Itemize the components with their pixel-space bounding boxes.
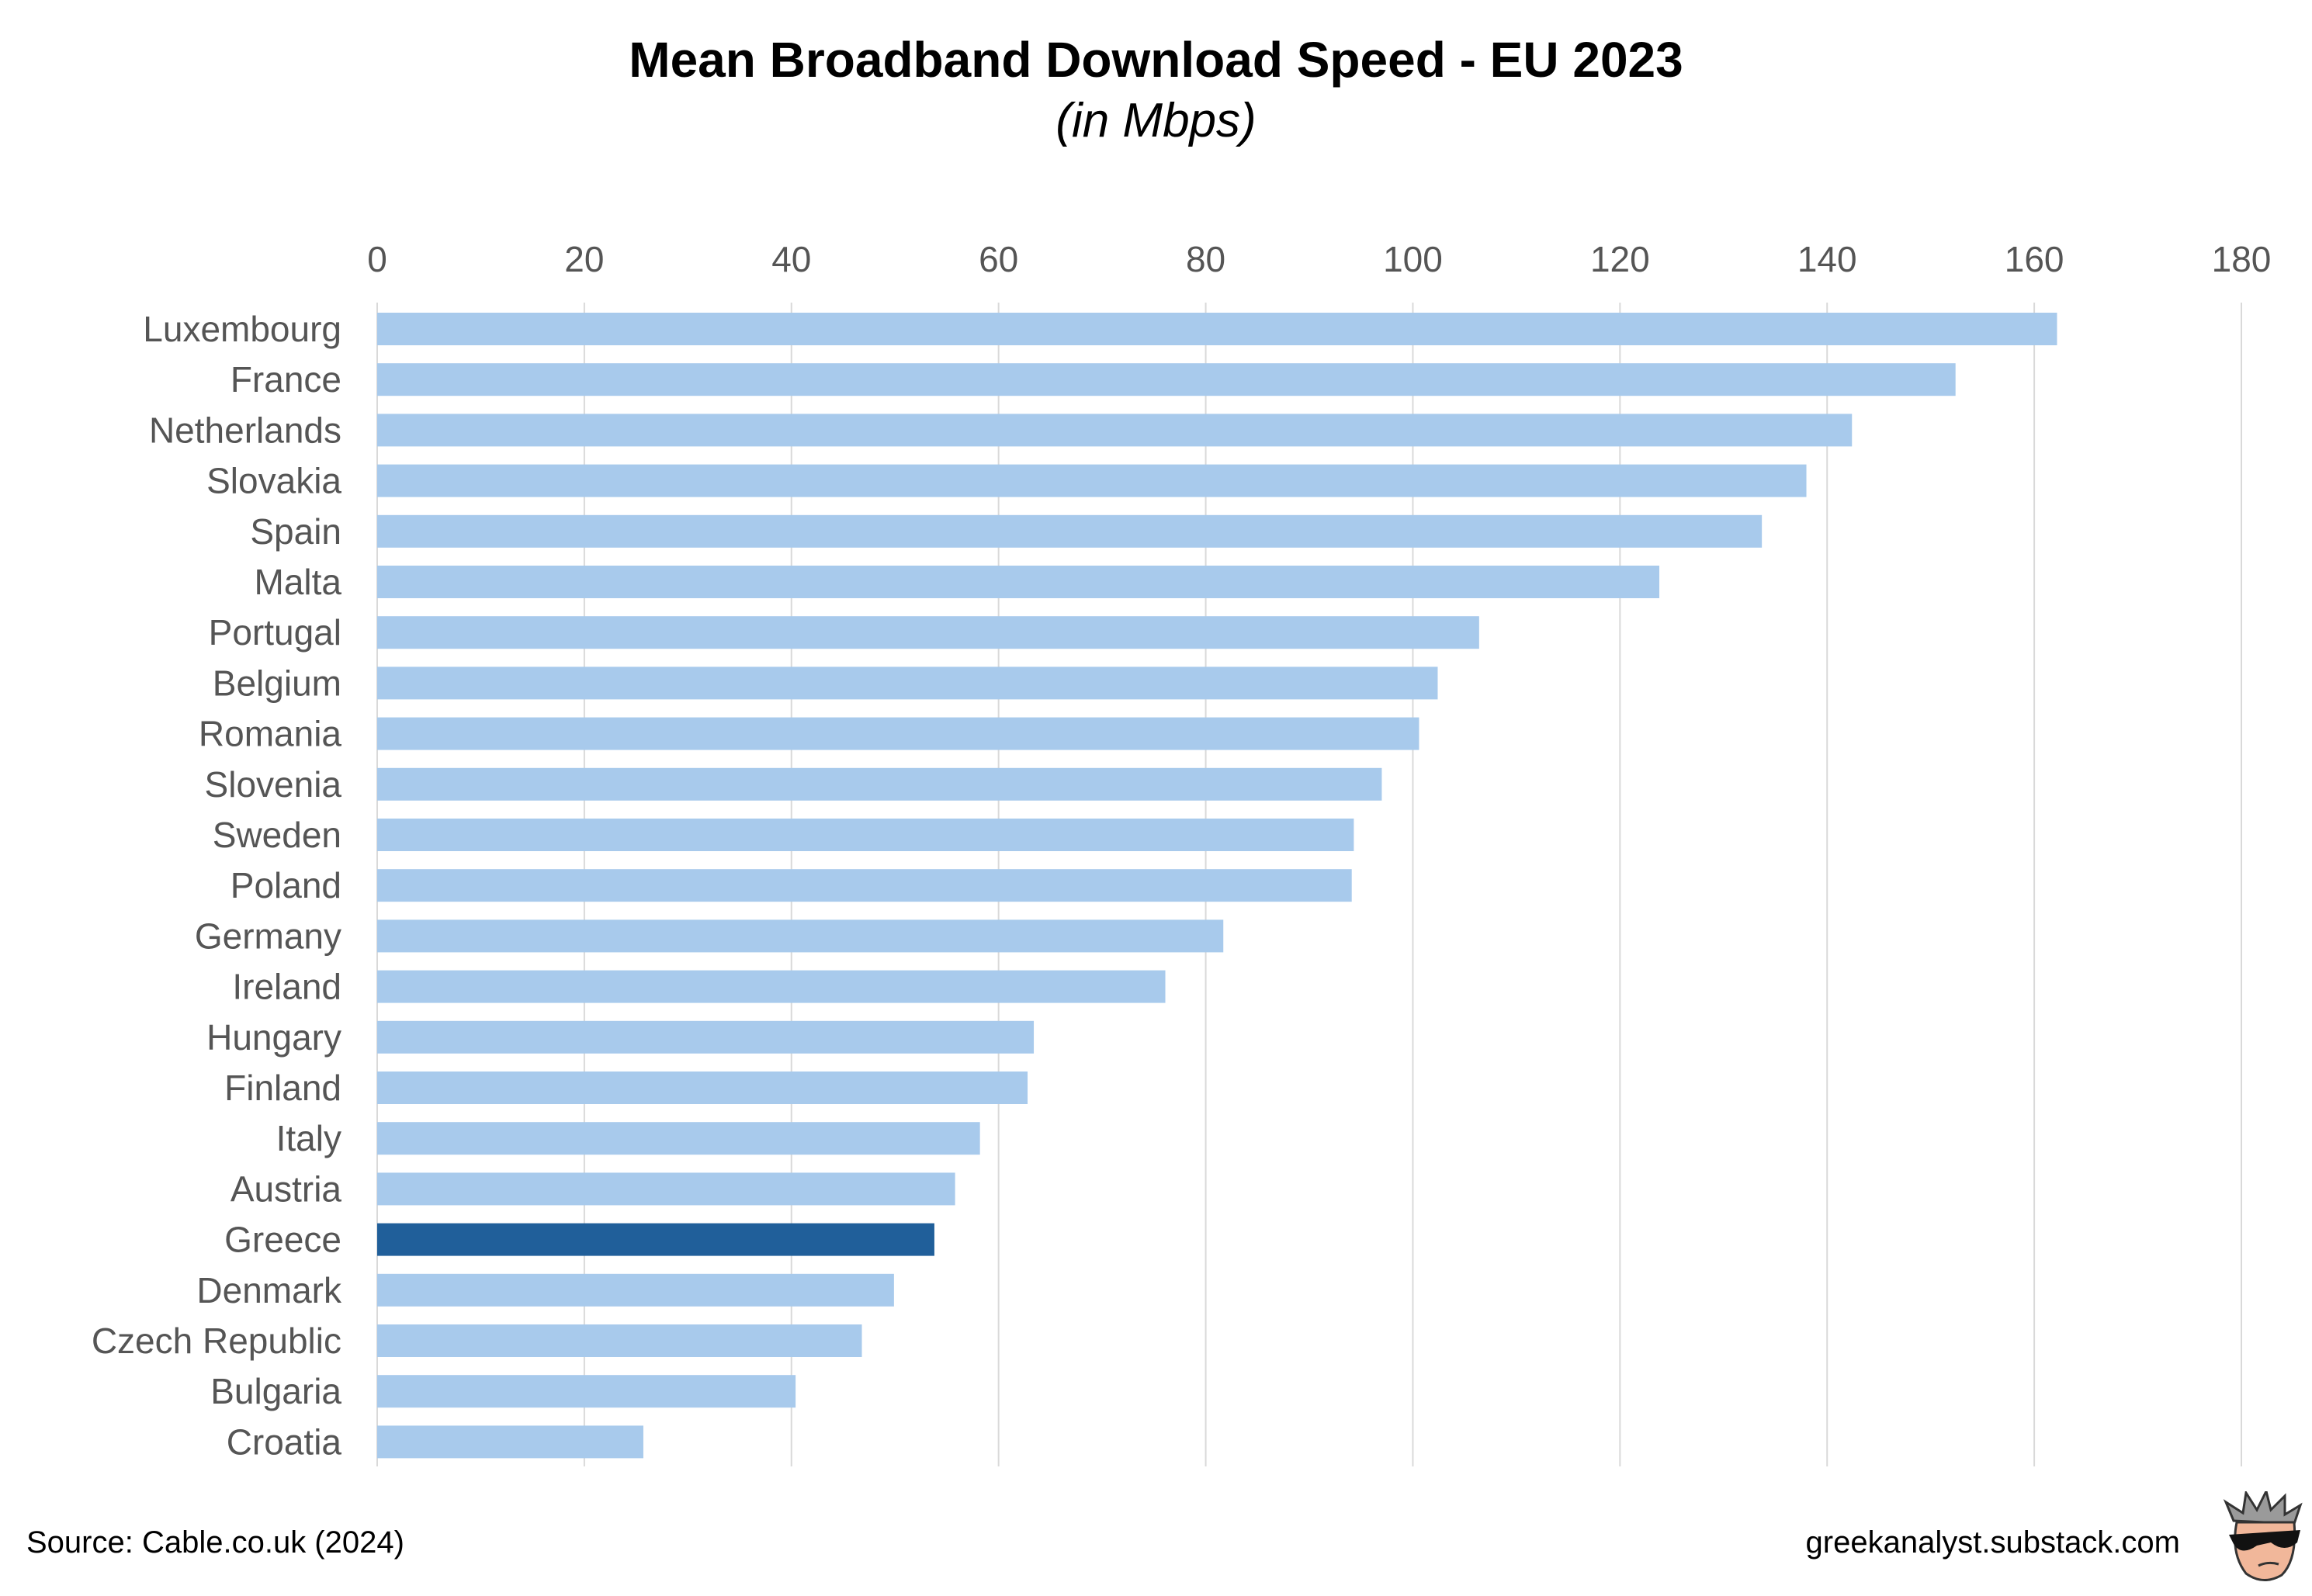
x-tick-label: 60 — [979, 239, 1018, 279]
x-tick-label: 40 — [771, 239, 811, 279]
bar-poland — [377, 869, 1352, 902]
chart-subtitle: (in Mbps) — [1055, 94, 1257, 147]
bar-spain — [377, 514, 1763, 548]
bar-croatia — [377, 1425, 643, 1459]
bar-germany — [377, 919, 1224, 953]
x-tick-label: 180 — [2212, 239, 2272, 279]
credit-link[interactable]: greekanalyst.substack.com — [1805, 1525, 2180, 1560]
category-label: Denmark — [196, 1270, 342, 1310]
bar-italy — [377, 1122, 980, 1155]
category-label: Poland — [231, 865, 341, 905]
bar-chart: 0 20 40 60 80 100 120 140 160 180 Luxembourg France… — [92, 239, 2272, 1466]
bar-greece — [377, 1223, 934, 1256]
chart-title: Mean Broadband Download Speed - EU 2023 — [629, 32, 1683, 88]
bar-hungary — [377, 1020, 1035, 1054]
category-label: Belgium — [213, 663, 341, 703]
bar-romania — [377, 717, 1419, 750]
category-label: Ireland — [232, 967, 341, 1007]
category-label: Malta — [255, 562, 342, 602]
category-label: Hungary — [206, 1017, 341, 1058]
cartoon-avatar-sunglasses-icon — [2223, 1491, 2303, 1581]
category-label: France — [231, 359, 341, 400]
bar-denmark — [377, 1273, 894, 1307]
category-label: Spain — [250, 511, 341, 552]
category-label: Romania — [199, 714, 342, 754]
bar-czech-republic — [377, 1324, 862, 1357]
x-tick-label: 80 — [1186, 239, 1225, 279]
x-tick-label: 160 — [2005, 239, 2064, 279]
bar-slovenia — [377, 767, 1382, 801]
x-tick-label: 140 — [1797, 239, 1857, 279]
bar-finland — [377, 1072, 1028, 1104]
bar-bulgaria — [377, 1375, 796, 1408]
category-label: Austria — [231, 1168, 342, 1209]
category-label: Bulgaria — [210, 1371, 341, 1411]
source-note: Source: Cable.co.uk (2024) — [26, 1525, 404, 1560]
category-label: Finland — [224, 1068, 341, 1108]
bar-portugal — [377, 616, 1479, 649]
bar-austria — [377, 1172, 955, 1206]
category-label: Slovenia — [205, 764, 342, 805]
category-label: Slovakia — [206, 461, 341, 501]
category-label: Netherlands — [149, 410, 341, 450]
bar-france — [377, 363, 1956, 396]
category-label: Portugal — [209, 612, 341, 653]
bar-belgium — [377, 666, 1438, 700]
bar-malta — [377, 566, 1660, 598]
x-tick-label: 120 — [1590, 239, 1650, 279]
category-label: Czech Republic — [92, 1321, 341, 1361]
x-tick-label: 100 — [1383, 239, 1443, 279]
category-label: Greece — [224, 1220, 341, 1260]
x-tick-label: 0 — [367, 239, 387, 279]
category-label: Germany — [195, 916, 341, 956]
x-tick-label: 20 — [564, 239, 604, 279]
bar-slovakia — [377, 464, 1807, 497]
bar-sweden — [377, 819, 1354, 851]
category-label: Luxembourg — [143, 309, 341, 349]
category-label: Italy — [276, 1118, 341, 1158]
category-label: Sweden — [213, 815, 341, 855]
bar-ireland — [377, 970, 1166, 1003]
category-label: Croatia — [227, 1421, 342, 1462]
bar-luxembourg — [377, 313, 2057, 345]
bar-netherlands — [377, 414, 1853, 447]
